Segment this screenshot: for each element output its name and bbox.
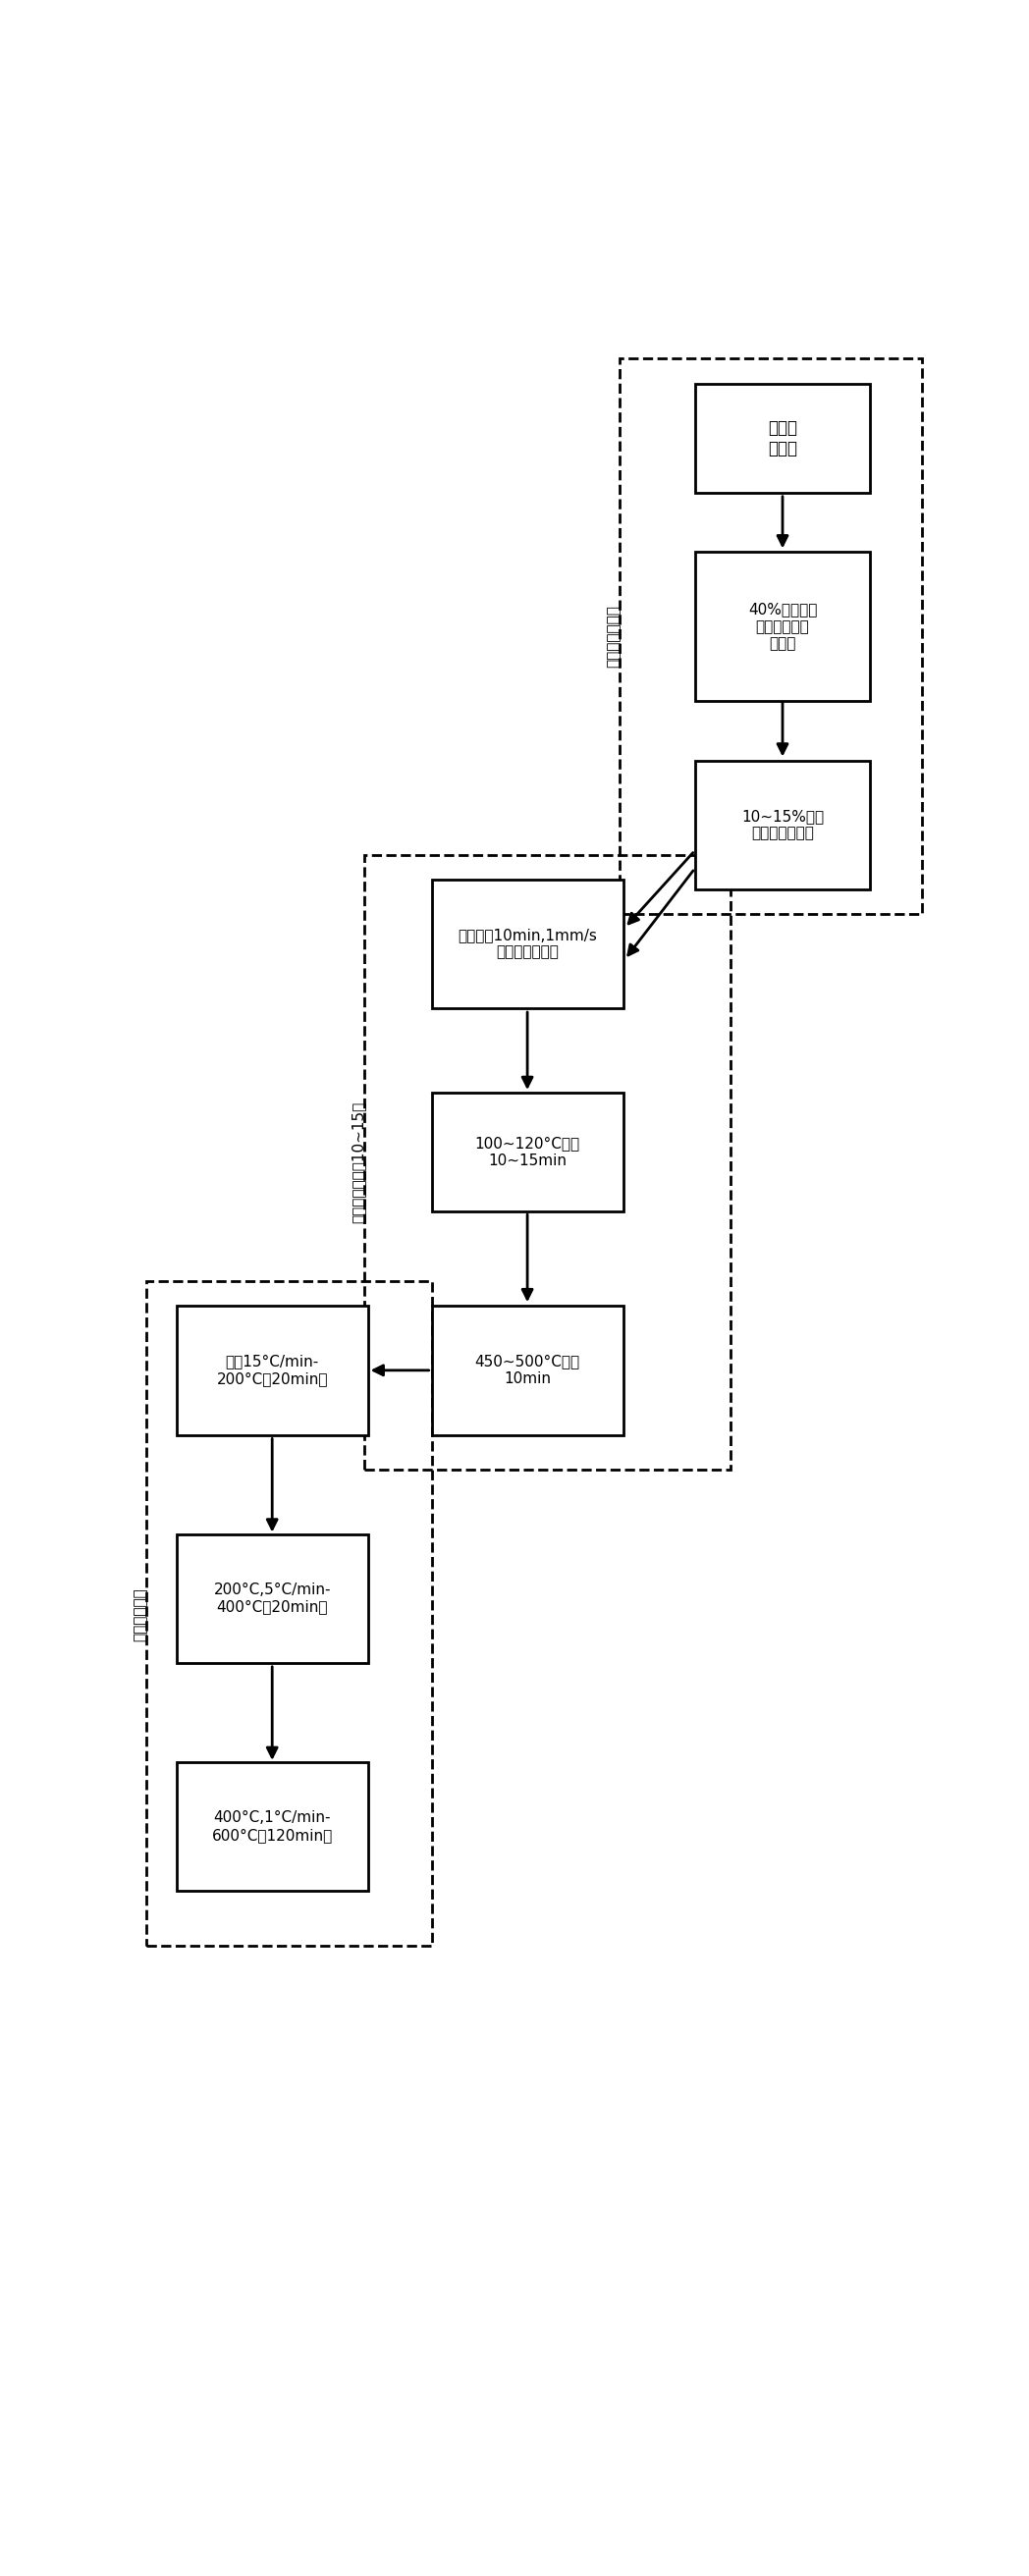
FancyBboxPatch shape: [432, 1306, 624, 1435]
FancyBboxPatch shape: [177, 1762, 367, 1891]
Text: 升温15°C/min-
200°C（20min）: 升温15°C/min- 200°C（20min）: [216, 1355, 328, 1386]
Text: 匀速涂刷10min,1mm/s
电极涂刷液涂层: 匀速涂刷10min,1mm/s 电极涂刷液涂层: [458, 927, 597, 961]
Text: 40%氢氧化钠
碱液超声清洗
钛基底: 40%氢氧化钠 碱液超声清洗 钛基底: [748, 603, 817, 652]
Text: 450~500°C烧结
10min: 450~500°C烧结 10min: [474, 1355, 580, 1386]
Text: 10~15%草酸
超声清洗钛基底: 10~15%草酸 超声清洗钛基底: [741, 809, 824, 840]
FancyBboxPatch shape: [695, 551, 871, 701]
Text: 基本预处理步骤: 基本预处理步骤: [606, 605, 620, 667]
Text: 100~120°C干燥
10~15min: 100~120°C干燥 10~15min: [474, 1136, 580, 1167]
FancyBboxPatch shape: [177, 1306, 367, 1435]
FancyBboxPatch shape: [432, 1092, 624, 1211]
Text: 400°C,1°C/min-
600°C（120min）: 400°C,1°C/min- 600°C（120min）: [212, 1811, 332, 1842]
FancyBboxPatch shape: [432, 878, 624, 1007]
Text: 钛基底
预处理: 钛基底 预处理: [768, 420, 797, 456]
Text: 电极烧结步骤: 电极烧结步骤: [133, 1587, 148, 1641]
Text: 涂刷液涂刷循环10~15次: 涂刷液涂刷循环10~15次: [351, 1100, 365, 1224]
FancyBboxPatch shape: [695, 384, 871, 492]
Text: 200°C,5°C/min-
400°C（20min）: 200°C,5°C/min- 400°C（20min）: [213, 1582, 331, 1615]
FancyBboxPatch shape: [177, 1533, 367, 1664]
FancyBboxPatch shape: [695, 760, 871, 889]
